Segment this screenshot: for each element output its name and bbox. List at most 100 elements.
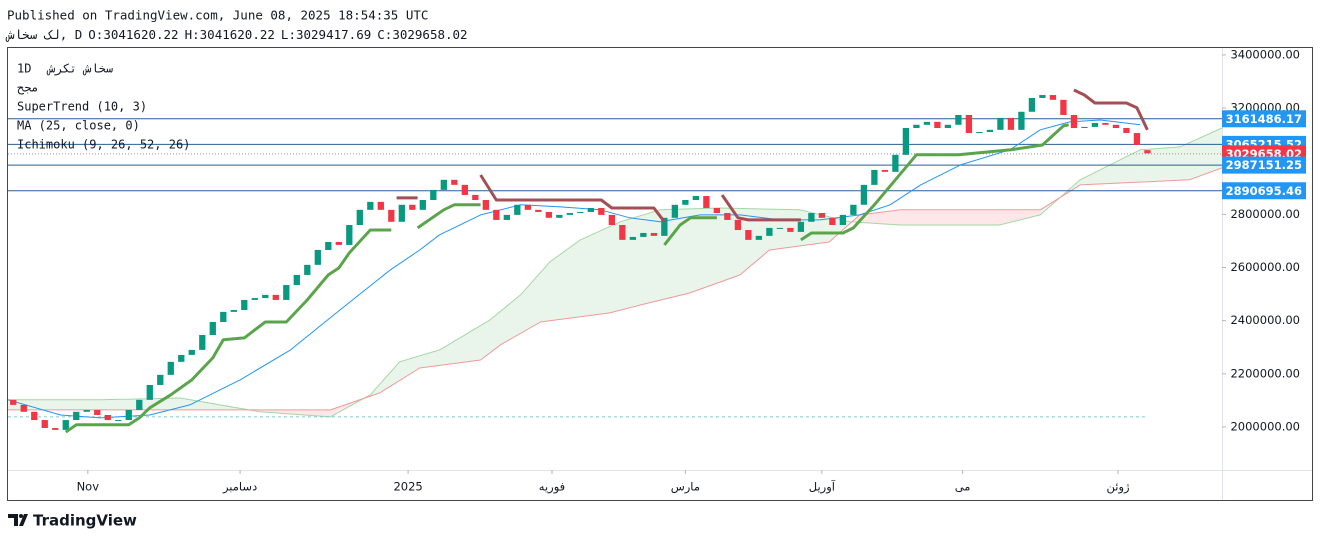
candle-body <box>409 204 416 210</box>
y-tick-label: 2000000.00 <box>1230 419 1300 433</box>
candle-body <box>167 361 174 375</box>
candle-body <box>419 200 426 210</box>
candle-body <box>923 121 931 125</box>
candle-body <box>650 232 658 236</box>
candle-body <box>1018 111 1025 130</box>
indicator-line <box>8 167 1223 411</box>
candle-body <box>871 169 878 185</box>
cloud <box>1140 146 1180 183</box>
legend-volume: مجح <box>17 81 39 95</box>
candle-body <box>818 213 826 218</box>
logo-text: TradingView <box>33 512 137 530</box>
cloud <box>8 399 101 410</box>
x-tick-label: می <box>955 480 971 494</box>
candle-body <box>1049 95 1057 100</box>
candle-body <box>902 127 910 155</box>
candle-body <box>346 224 353 245</box>
candle-body <box>1133 133 1141 145</box>
candle-body <box>398 204 405 222</box>
cloud <box>769 209 800 250</box>
candle-body <box>146 384 153 400</box>
indicator-line <box>8 127 1223 418</box>
legend-symbol: سخاش تکرش <box>46 62 113 77</box>
candle-body <box>955 114 962 125</box>
cloud <box>1179 142 1190 181</box>
candle-body <box>829 217 836 225</box>
candle-body <box>10 399 17 405</box>
indicator-line <box>7 119 1141 419</box>
symbol-header: لک سخاش, D O:3041620.22 H:3041620.22 L:3029… <box>5 27 468 42</box>
candle-body <box>682 200 689 205</box>
indicator-line <box>64 123 1070 434</box>
candle-body <box>556 214 563 218</box>
logo: TradingView <box>8 512 137 530</box>
candle-body <box>52 428 59 430</box>
legend-indicator: MA (25, close, 0) <box>17 119 140 133</box>
candle-body <box>640 232 647 237</box>
ohlc-value: 3029417.69 <box>296 27 371 42</box>
price-label-box <box>1222 156 1306 174</box>
candle-body <box>94 409 101 415</box>
price-label-box <box>1222 110 1306 128</box>
cloud <box>580 226 610 317</box>
candle-body <box>608 214 615 225</box>
cloud <box>260 409 331 417</box>
candle-body <box>514 204 521 215</box>
cloud <box>900 209 1000 225</box>
candle-body <box>188 349 195 355</box>
x-tick-label: Nov <box>77 480 100 494</box>
candle-body <box>157 374 164 385</box>
candle-body <box>325 241 332 250</box>
x-tick-label: آوریل <box>809 480 836 495</box>
candle-body <box>451 179 458 185</box>
candle-body <box>913 124 920 128</box>
candle-body <box>524 204 531 210</box>
candle-body <box>293 274 300 286</box>
indicator-line <box>396 88 1149 223</box>
candle-body <box>335 241 342 245</box>
candle-body <box>545 211 552 218</box>
candle-body <box>860 184 868 205</box>
x-tick-label: فوریه <box>539 480 565 495</box>
candle-body <box>619 224 626 240</box>
candle-body <box>703 196 710 208</box>
y-tick-label: 2600000.00 <box>1230 260 1300 274</box>
candle-body <box>472 194 479 201</box>
candle-body <box>199 335 206 350</box>
candle-body <box>73 411 80 421</box>
logo-dot <box>19 514 23 518</box>
candle-body <box>850 204 857 215</box>
cloud <box>439 325 481 366</box>
cloud <box>490 311 501 353</box>
y-tick-label: 2800000.00 <box>1230 207 1300 221</box>
candle-body <box>272 294 279 300</box>
cloud <box>549 239 581 321</box>
candle-body <box>661 217 668 236</box>
candle-body <box>388 209 395 222</box>
candle-body <box>1039 95 1046 98</box>
cloud <box>520 272 541 334</box>
candle-body <box>304 264 311 275</box>
price-label: 2890695.46 <box>1226 184 1302 198</box>
candle-body <box>482 200 489 210</box>
candle-body <box>104 414 111 421</box>
price-label-box <box>1222 182 1306 200</box>
candle-body <box>587 207 594 212</box>
candle-body <box>976 131 983 134</box>
symbol: لک سخاش, D <box>5 27 82 42</box>
candle-body <box>62 420 69 430</box>
candle-body <box>283 285 290 300</box>
candle-body <box>41 420 48 429</box>
candle-body <box>136 399 143 410</box>
candle-body <box>125 409 132 421</box>
candle-body <box>965 114 973 134</box>
legend-indicator: Ichimoku (9, 26, 52, 26) <box>17 138 190 152</box>
candle-body <box>31 411 38 421</box>
candle-body <box>241 299 248 311</box>
candle-body <box>1091 122 1099 127</box>
candle-body <box>986 129 994 132</box>
price-label: 2987151.25 <box>1226 158 1302 172</box>
cloud <box>379 361 400 393</box>
candle-body <box>692 196 700 201</box>
